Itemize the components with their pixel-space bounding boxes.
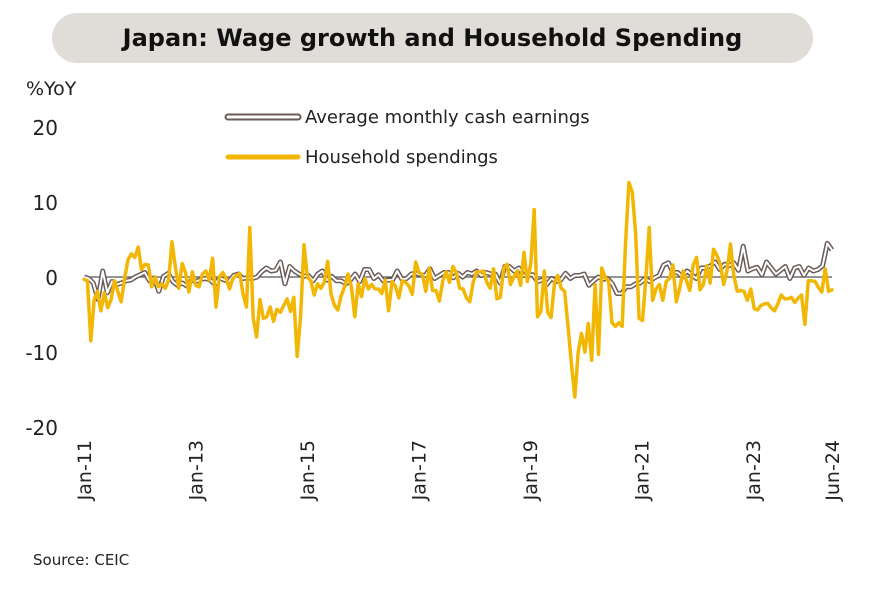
plot-area — [82, 180, 835, 399]
x-tick-label: Jan-21 — [632, 440, 654, 501]
x-tick-label: Jan-15 — [297, 440, 319, 501]
x-tick-label: Jan-17 — [409, 440, 431, 501]
y-axis-ticks: 20 10 0 -10 -20 — [25, 116, 58, 440]
y-axis-unit-label: %YoY — [26, 78, 77, 100]
legend-item-spending: Household spendings — [225, 147, 498, 168]
source-note: Source: CEIC — [33, 551, 130, 569]
y-tick-label: 20 — [33, 116, 58, 140]
x-tick-label: Jan-13 — [186, 440, 208, 501]
y-tick-label: -10 — [25, 341, 58, 365]
chart-title: Japan: Wage growth and Household Spendin… — [122, 24, 743, 52]
chart-title-banner: Japan: Wage growth and Household Spendin… — [52, 13, 813, 63]
x-tick-label: Jun-24 — [822, 440, 844, 502]
x-tick-label: Jan-23 — [743, 440, 765, 501]
x-tick-label: Jan-11 — [74, 440, 96, 501]
series-spending-line — [82, 180, 834, 399]
y-tick-label: 10 — [33, 191, 58, 215]
legend-label-wages: Average monthly cash earnings — [305, 107, 590, 128]
x-tick-label: Jan-19 — [520, 440, 542, 501]
x-axis-ticks: Jan-11 Jan-13 Jan-15 Jan-17 Jan-19 Jan-21 Jan-… — [74, 440, 844, 502]
y-tick-label: -20 — [25, 416, 58, 440]
legend: Average monthly cash earnings Household … — [224, 107, 590, 168]
y-tick-label: 0 — [45, 266, 58, 290]
legend-item-wages: Average monthly cash earnings — [224, 107, 590, 128]
legend-label-spending: Household spendings — [305, 147, 498, 168]
